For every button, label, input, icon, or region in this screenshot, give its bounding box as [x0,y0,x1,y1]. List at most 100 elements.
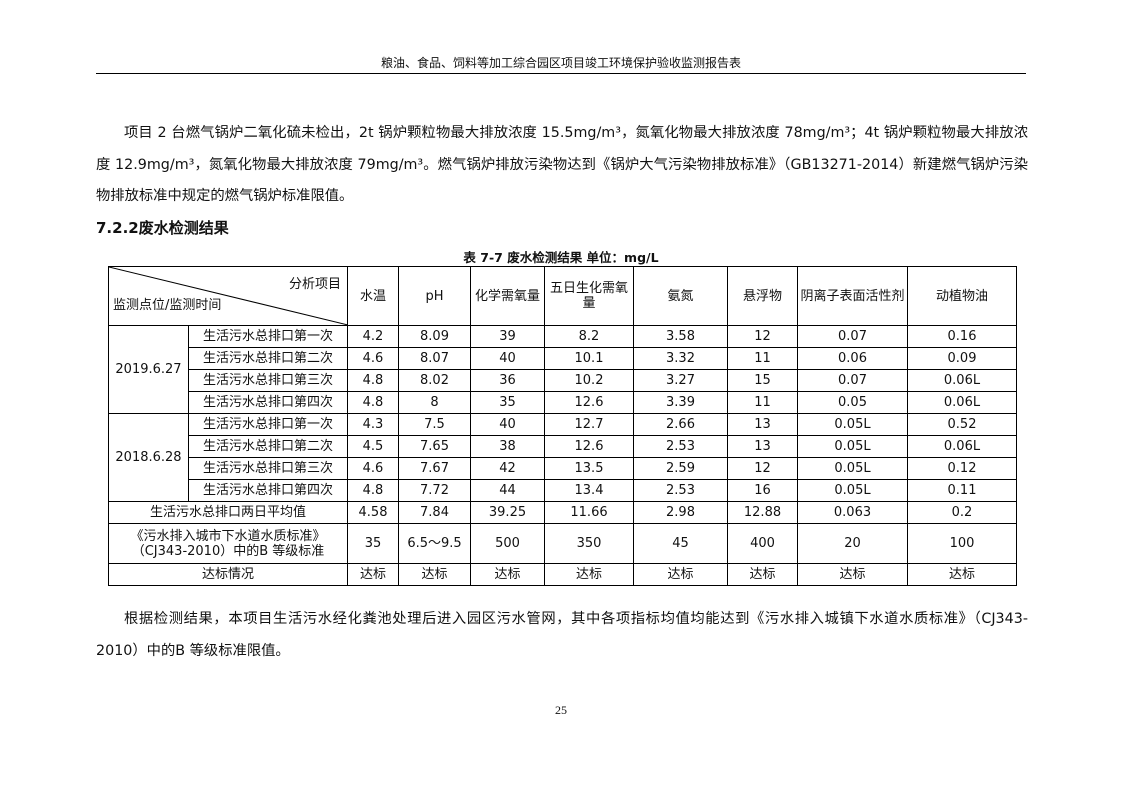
point-cell: 生活污水总排口第一次 [188,325,348,348]
average-value: 7.84 [398,501,471,524]
point-cell: 生活污水总排口第一次 [188,413,348,436]
standard-value: 400 [727,523,798,564]
average-value: 2.98 [633,501,728,524]
value-cell: 8.02 [398,369,471,392]
compliance-value: 达标 [727,563,798,586]
value-cell: 0.05 [797,391,908,414]
value-cell: 13.5 [544,457,634,480]
average-value: 0.2 [907,501,1017,524]
value-cell: 12 [727,325,798,348]
value-cell: 12.6 [544,435,634,458]
compliance-label: 达标情况 [108,563,348,586]
value-cell: 10.2 [544,369,634,392]
average-value: 11.66 [544,501,634,524]
value-cell: 0.52 [907,413,1017,436]
table-row: 生活污水总排口第二次 4.6 8.07 40 10.1 3.32 11 0.06 0.09 [109,347,1017,370]
column-header: 化学需氧量 [470,266,545,326]
table-row: 生活污水总排口第四次 4.8 8 35 12.6 3.39 11 0.05 0.06L [109,391,1017,414]
value-cell: 12.7 [544,413,634,436]
date-cell: 2019.6.27 [108,325,189,414]
value-cell: 13 [727,413,798,436]
value-cell: 2.53 [633,479,728,502]
running-header: 粮油、食品、饲料等加工综合园区项目竣工环境保护验收监测报告表 [380,56,741,70]
value-cell: 3.58 [633,325,728,348]
value-cell: 3.27 [633,369,728,392]
value-cell: 0.05L [797,479,908,502]
average-value: 12.88 [727,501,798,524]
standard-label: 《污水排入城市下水道水质标准》 （CJ343-2010）中的B 等级标准 [108,523,348,564]
standard-value: 6.5～9.5 [398,523,471,564]
average-label: 生活污水总排口两日平均值 [108,501,348,524]
value-cell: 0.06L [907,391,1017,414]
compliance-value: 达标 [398,563,471,586]
value-cell: 39 [470,325,545,348]
table-caption: 表 7-7 废水检测结果 单位：mg/L [463,250,659,265]
value-cell: 13.4 [544,479,634,502]
value-cell: 4.5 [347,435,399,458]
value-cell: 0.11 [907,479,1017,502]
value-cell: 16 [727,479,798,502]
value-cell: 4.6 [347,457,399,480]
point-cell: 生活污水总排口第三次 [188,369,348,392]
value-cell: 0.05L [797,457,908,480]
value-cell: 8.2 [544,325,634,348]
value-cell: 4.8 [347,391,399,414]
column-header: 氨氮 [633,266,728,326]
value-cell: 0.09 [907,347,1017,370]
page-number: 25 [555,703,567,717]
section-title: 7.2.2废水检测结果 [96,219,229,237]
value-cell: 0.12 [907,457,1017,480]
corner-bottom-label: 监测点位/监测时间 [113,298,222,313]
value-cell: 36 [470,369,545,392]
value-cell: 12 [727,457,798,480]
paragraph-conclusion: 根据检测结果，本项目生活污水经化粪池处理后进入园区污水管网，其中各项指标均值均能… [96,611,1028,659]
value-cell: 2.53 [633,435,728,458]
value-cell: 7.65 [398,435,471,458]
value-cell: 8.09 [398,325,471,348]
point-cell: 生活污水总排口第四次 [188,479,348,502]
point-cell: 生活污水总排口第二次 [188,435,348,458]
column-header: 动植物油 [907,266,1017,326]
table-row: 生活污水总排口第二次 4.5 7.65 38 12.6 2.53 13 0.05L 0.06L [109,435,1017,458]
value-cell: 3.39 [633,391,728,414]
value-cell: 11 [727,347,798,370]
value-cell: 35 [470,391,545,414]
value-cell: 2.66 [633,413,728,436]
value-cell: 4.2 [347,325,399,348]
value-cell: 3.32 [633,347,728,370]
compliance-row: 达标情况 达标 达标 达标 达标 达标 达标 达标 达标 [108,563,1017,586]
standard-row: 《污水排入城市下水道水质标准》 （CJ343-2010）中的B 等级标准 35 6.5… [108,523,1017,564]
value-cell: 13 [727,435,798,458]
wastewater-results-table: 分析项目 监测点位/监测时间 水温 pH 化学需氧量 五日生化需氧量 氨氮 悬浮物 阴离子表面… [108,266,1017,586]
value-cell: 0.06L [907,435,1017,458]
standard-value: 35 [347,523,399,564]
value-cell: 0.07 [797,369,908,392]
average-value: 39.25 [470,501,545,524]
column-header: 阴离子表面活性剂 [797,266,908,326]
column-header: 悬浮物 [727,266,798,326]
value-cell: 0.06 [797,347,908,370]
point-cell: 生活污水总排口第四次 [188,391,348,414]
table-row: 生活污水总排口第四次 4.8 7.72 44 13.4 2.53 16 0.05L 0.11 [109,479,1017,502]
value-cell: 0.07 [797,325,908,348]
value-cell: 10.1 [544,347,634,370]
column-header: 水温 [347,266,399,326]
standard-value: 500 [470,523,545,564]
value-cell: 0.16 [907,325,1017,348]
table-row: 生活污水总排口第三次 4.6 7.67 42 13.5 2.59 12 0.05L 0.12 [109,457,1017,480]
date-cell: 2018.6.28 [108,413,189,502]
value-cell: 42 [470,457,545,480]
corner-top-label: 分析项目 [288,277,341,292]
table-header-row: 分析项目 监测点位/监测时间 水温 pH 化学需氧量 五日生化需氧量 氨氮 悬浮物 阴离子表面… [108,266,1017,326]
point-cell: 生活污水总排口第三次 [188,457,348,480]
value-cell: 40 [470,413,545,436]
compliance-value: 达标 [907,563,1017,586]
value-cell: 8.07 [398,347,471,370]
value-cell: 11 [727,391,798,414]
column-header: 五日生化需氧量 [544,266,634,326]
value-cell: 4.8 [347,369,399,392]
table-row: 2019.6.27 生活污水总排口第一次 4.2 8.09 39 8.2 3.58 12 0.0… [108,325,1017,414]
average-value: 4.58 [347,501,399,524]
standard-value: 45 [633,523,728,564]
standard-value: 100 [907,523,1017,564]
